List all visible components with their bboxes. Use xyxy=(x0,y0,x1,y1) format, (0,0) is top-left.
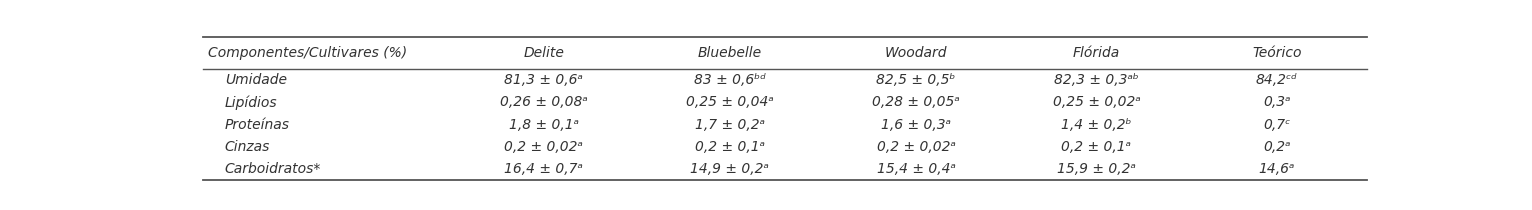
Text: Componentes/Cultivares (%): Componentes/Cultivares (%) xyxy=(208,46,408,60)
Text: 0,2 ± 0,02ᵃ: 0,2 ± 0,02ᵃ xyxy=(876,140,956,154)
Text: Bluebelle: Bluebelle xyxy=(697,46,761,60)
Text: Delite: Delite xyxy=(524,46,564,60)
Text: 83 ± 0,6ᵇᵈ: 83 ± 0,6ᵇᵈ xyxy=(694,73,766,87)
Text: 0,26 ± 0,08ᵃ: 0,26 ± 0,08ᵃ xyxy=(499,95,588,109)
Text: Umidade: Umidade xyxy=(225,73,286,87)
Text: 82,3 ± 0,3ᵃᵇ: 82,3 ± 0,3ᵃᵇ xyxy=(1054,73,1138,87)
Text: Teórico: Teórico xyxy=(1252,46,1302,60)
Text: 0,3ᵃ: 0,3ᵃ xyxy=(1262,95,1290,109)
Text: 82,5 ± 0,5ᵇ: 82,5 ± 0,5ᵇ xyxy=(876,73,956,87)
Text: Woodard: Woodard xyxy=(885,46,947,60)
Text: 1,6 ± 0,3ᵃ: 1,6 ± 0,3ᵃ xyxy=(881,118,951,132)
Text: 0,2 ± 0,1ᵃ: 0,2 ± 0,1ᵃ xyxy=(696,140,764,154)
Text: Carboidratos*: Carboidratos* xyxy=(225,162,322,176)
Text: 0,2 ± 0,02ᵃ: 0,2 ± 0,02ᵃ xyxy=(504,140,584,154)
Text: 0,25 ± 0,04ᵃ: 0,25 ± 0,04ᵃ xyxy=(686,95,774,109)
Text: 1,4 ± 0,2ᵇ: 1,4 ± 0,2ᵇ xyxy=(1062,118,1132,132)
Text: 81,3 ± 0,6ᵃ: 81,3 ± 0,6ᵃ xyxy=(504,73,584,87)
Text: 1,7 ± 0,2ᵃ: 1,7 ± 0,2ᵃ xyxy=(696,118,764,132)
Text: 1,8 ± 0,1ᵃ: 1,8 ± 0,1ᵃ xyxy=(509,118,579,132)
Text: Lipídios: Lipídios xyxy=(225,95,277,110)
Text: Flórida: Flórida xyxy=(1072,46,1120,60)
Text: 0,2 ± 0,1ᵃ: 0,2 ± 0,1ᵃ xyxy=(1062,140,1132,154)
Text: Cinzas: Cinzas xyxy=(225,140,270,154)
Text: 15,9 ± 0,2ᵃ: 15,9 ± 0,2ᵃ xyxy=(1057,162,1135,176)
Text: 0,7ᶜ: 0,7ᶜ xyxy=(1262,118,1290,132)
Text: 84,2ᶜᵈ: 84,2ᶜᵈ xyxy=(1256,73,1298,87)
Text: 0,2ᵃ: 0,2ᵃ xyxy=(1262,140,1290,154)
Text: 16,4 ± 0,7ᵃ: 16,4 ± 0,7ᵃ xyxy=(504,162,584,176)
Text: 0,28 ± 0,05ᵃ: 0,28 ± 0,05ᵃ xyxy=(872,95,961,109)
Text: Proteínas: Proteínas xyxy=(225,118,290,132)
Text: 0,25 ± 0,02ᵃ: 0,25 ± 0,02ᵃ xyxy=(1052,95,1140,109)
Text: 14,9 ± 0,2ᵃ: 14,9 ± 0,2ᵃ xyxy=(691,162,769,176)
Text: 15,4 ± 0,4ᵃ: 15,4 ± 0,4ᵃ xyxy=(876,162,956,176)
Text: 14,6ᵃ: 14,6ᵃ xyxy=(1259,162,1295,176)
